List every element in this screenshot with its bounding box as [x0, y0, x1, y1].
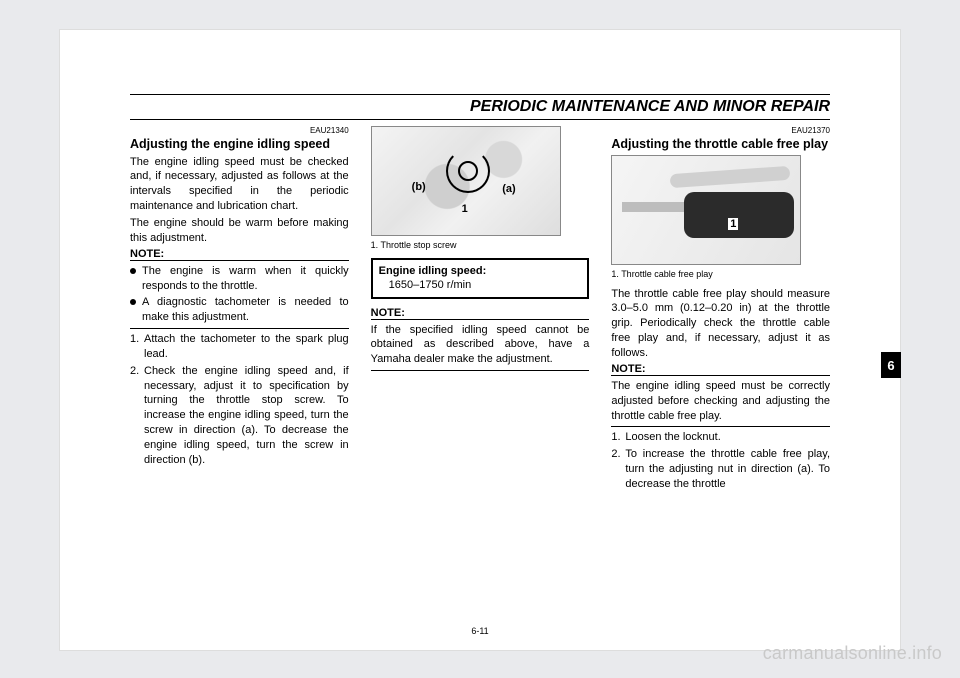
figure-caption: 1. Throttle cable free play [611, 269, 830, 279]
chapter-tab: 6 [881, 352, 901, 378]
list-item: The engine is warm when it quickly respo… [142, 264, 349, 294]
figure-throttle-grip: 1 [611, 155, 801, 265]
note-list: The engine is warm when it quickly respo… [130, 264, 349, 325]
note-body: If the specified idling speed cannot be … [371, 323, 590, 368]
spec-box: Engine idling speed: 1650–1750 r/min [371, 258, 590, 299]
note-heading: NOTE: [611, 363, 830, 376]
note-heading: NOTE: [130, 248, 349, 261]
ref-code: EAU21340 [130, 126, 349, 135]
step-text: Check the engine idling speed and, if ne… [144, 365, 349, 466]
section-heading: Adjusting the throttle cable free play [611, 137, 830, 153]
column-1: EAU21340 Adjusting the engine idling spe… [130, 126, 349, 494]
step-list: 1.Attach the tachometer to the spark plu… [130, 332, 349, 468]
page-title: PERIODIC MAINTENANCE AND MINOR REPAIR [130, 94, 830, 120]
spec-title: Engine idling speed: [379, 264, 582, 278]
figure-caption: 1. Throttle stop screw [371, 240, 590, 250]
note-label: NOTE: [130, 248, 164, 260]
note-body: The engine idling speed must be correctl… [611, 379, 830, 424]
figure-label-1: 1 [728, 218, 738, 230]
list-item: 2.Check the engine idling speed and, if … [144, 364, 349, 468]
watermark: carmanualsonline.info [763, 643, 942, 664]
note-label: NOTE: [611, 363, 645, 375]
spec-value: 1650–1750 r/min [379, 278, 582, 292]
step-text: Loosen the locknut. [625, 431, 720, 443]
body-text: The throttle cable free play should meas… [611, 287, 830, 361]
section-heading: Adjusting the engine idling speed [130, 137, 349, 153]
figure-label-a: (a) [502, 183, 515, 195]
step-text: Attach the tachometer to the spark plug … [144, 333, 349, 360]
body-text: The engine should be warm before making … [130, 216, 349, 246]
note-heading: NOTE: [371, 307, 590, 320]
column-3: EAU21370 Adjusting the throttle cable fr… [611, 126, 830, 494]
divider [371, 370, 590, 371]
page-number: 6-11 [60, 626, 900, 636]
step-list: 1.Loosen the locknut. 2.To increase the … [611, 430, 830, 491]
column-2: (b) (a) 1 1. Throttle stop screw Engine … [371, 126, 590, 494]
columns: EAU21340 Adjusting the engine idling spe… [130, 126, 830, 494]
divider [130, 328, 349, 329]
figure-throttle-stop-screw: (b) (a) 1 [371, 126, 561, 236]
manual-page: PERIODIC MAINTENANCE AND MINOR REPAIR EA… [60, 30, 900, 650]
list-item: 1.Loosen the locknut. [625, 430, 830, 445]
note-label: NOTE: [371, 307, 405, 319]
figure-label-b: (b) [412, 181, 426, 193]
figure-label-1: 1 [462, 203, 468, 215]
divider [611, 426, 830, 427]
list-item: 1.Attach the tachometer to the spark plu… [144, 332, 349, 362]
body-text: The engine idling speed must be checked … [130, 155, 349, 214]
list-item: A diagnostic tachometer is needed to mak… [142, 295, 349, 325]
list-item: 2.To increase the throttle cable free pl… [625, 447, 830, 492]
ref-code: EAU21370 [611, 126, 830, 135]
step-text: To increase the throttle cable free play… [625, 448, 830, 490]
